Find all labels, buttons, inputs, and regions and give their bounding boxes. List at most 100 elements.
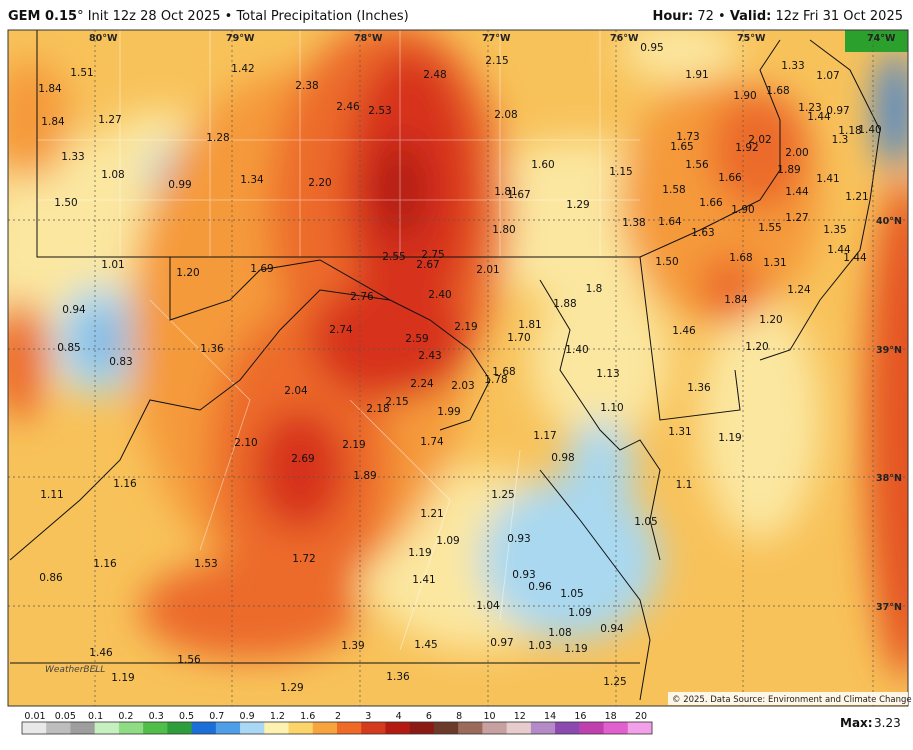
longitude-label: 80°W (89, 33, 118, 44)
value-label: 1.68 (766, 85, 789, 97)
value-label: 1.68 (729, 252, 752, 264)
value-label: 1.17 (533, 430, 556, 442)
value-label: 1.38 (622, 217, 645, 229)
valid-time: 12z Fri 31 Oct 2025 (775, 9, 904, 24)
separator: • (718, 9, 726, 24)
value-label: 1.05 (634, 516, 657, 528)
value-label: 2.08 (494, 109, 517, 121)
value-label: 1.28 (206, 132, 229, 144)
value-label: 2.24 (410, 378, 434, 390)
colorbar-frame (21, 721, 653, 735)
colorbar-swatch (409, 722, 435, 734)
value-label: 1.89 (777, 164, 800, 176)
value-label: 1.44 (807, 111, 831, 123)
value-label: 1.81 (518, 319, 541, 331)
colorbar-swatch (433, 722, 459, 734)
colorbar-swatch (627, 722, 653, 734)
colorbar-swatch (312, 722, 338, 734)
colorbar-swatch (482, 722, 508, 734)
colorbar-label: 12 (514, 711, 526, 722)
value-label: 1.51 (70, 67, 93, 79)
max-value: 3.23 (874, 716, 901, 730)
colorbar-label: 2 (335, 711, 341, 722)
value-label: 1.91 (685, 69, 708, 81)
value-label: 1.46 (89, 647, 113, 659)
value-label: 1.66 (718, 172, 742, 184)
value-label: 1.44 (785, 186, 809, 198)
value-label: 2.19 (454, 321, 477, 333)
value-label: 2.59 (405, 333, 428, 345)
value-label: 1.60 (531, 159, 554, 171)
colorbar-label: 0.1 (88, 711, 103, 722)
value-label: 1.09 (436, 535, 459, 547)
value-label: 1.18 (838, 125, 861, 137)
graticule (8, 30, 908, 706)
value-label: 1.46 (672, 325, 696, 337)
value-label: 1.04 (476, 600, 500, 612)
colorbar-swatch (215, 722, 241, 734)
value-label: 1.78 (484, 374, 507, 386)
value-label: 2.43 (418, 350, 441, 362)
value-label: 1.40 (858, 124, 881, 136)
value-label: 1.73 (676, 131, 699, 143)
colorbar-swatch (506, 722, 532, 734)
model: GEM 0.15 (8, 9, 78, 24)
value-label: 1.25 (603, 676, 626, 688)
colorbar-label: 4 (396, 711, 402, 722)
colorbar-label: 18 (605, 711, 617, 722)
longitude-label: 75°W (737, 33, 766, 44)
value-label: 1.09 (568, 607, 591, 619)
title: GEM 0.15° Init 12z 28 Oct 2025 • Total P… (8, 9, 409, 24)
copyright: © 2025. Data Source: Environment and Cli… (672, 695, 913, 705)
value-label: 1.23 (798, 102, 821, 114)
longitude-label: 78°W (354, 33, 383, 44)
precip-field (8, 30, 908, 706)
colorbar-label: 10 (483, 711, 495, 722)
value-label: 1.36 (386, 671, 410, 683)
copyright-bg (668, 692, 908, 705)
value-label: 1.11 (40, 489, 63, 501)
map-frame (7, 29, 909, 707)
value-label: 1.34 (240, 174, 264, 186)
longitude-label: 76°W (610, 33, 639, 44)
value-label: 1.19 (408, 547, 431, 559)
value-label: 2.38 (295, 80, 318, 92)
value-label: 1.92 (735, 142, 758, 154)
colorbar-label: 20 (635, 711, 647, 722)
value-label: 1.89 (353, 470, 376, 482)
value-label: 1.36 (200, 343, 224, 355)
value-label: 2.04 (284, 385, 308, 397)
value-label: 2.53 (368, 105, 391, 117)
valid-info: Hour: 72 • Valid: 12z Fri 31 Oct 2025 (652, 9, 903, 24)
value-label: 1.90 (731, 204, 754, 216)
max-label: Max: (840, 716, 873, 730)
value-label: 1.19 (111, 672, 134, 684)
colorbar-label: 3 (365, 711, 371, 722)
value-label: 1.70 (507, 332, 530, 344)
value-label: 2.15 (485, 55, 508, 67)
value-label: 1.13 (596, 368, 619, 380)
value-label: 1.41 (412, 574, 435, 586)
value-label: 1.08 (548, 627, 571, 639)
value-label: 1.58 (662, 184, 685, 196)
value-label: 2.75 (421, 249, 444, 261)
value-label: 1.65 (670, 141, 693, 153)
colorbar-swatch (70, 722, 96, 734)
value-label: 1.84 (724, 294, 748, 306)
value-label: 1.45 (414, 639, 437, 651)
colorbar-swatch (22, 722, 47, 734)
value-label: 2.74 (329, 324, 353, 336)
logo: WeatherBELL (45, 665, 105, 675)
value-label: 1.88 (553, 298, 576, 310)
value-label: 1.90 (733, 90, 756, 102)
value-label: 1.29 (566, 199, 589, 211)
colorbar-swatch (118, 722, 144, 734)
graticule-labels: 80°W 79°W 78°W 77°W 76°W 75°W 74°W 40°N 39°N 38°N… (89, 33, 902, 613)
value-label: 1.39 (341, 640, 364, 652)
value-label: 0.86 (39, 572, 63, 584)
colorbar-label: 0.7 (209, 711, 224, 722)
value-label: 1.56 (177, 654, 201, 666)
value-label: 0.83 (109, 356, 132, 368)
value-label: 1.16 (93, 558, 117, 570)
